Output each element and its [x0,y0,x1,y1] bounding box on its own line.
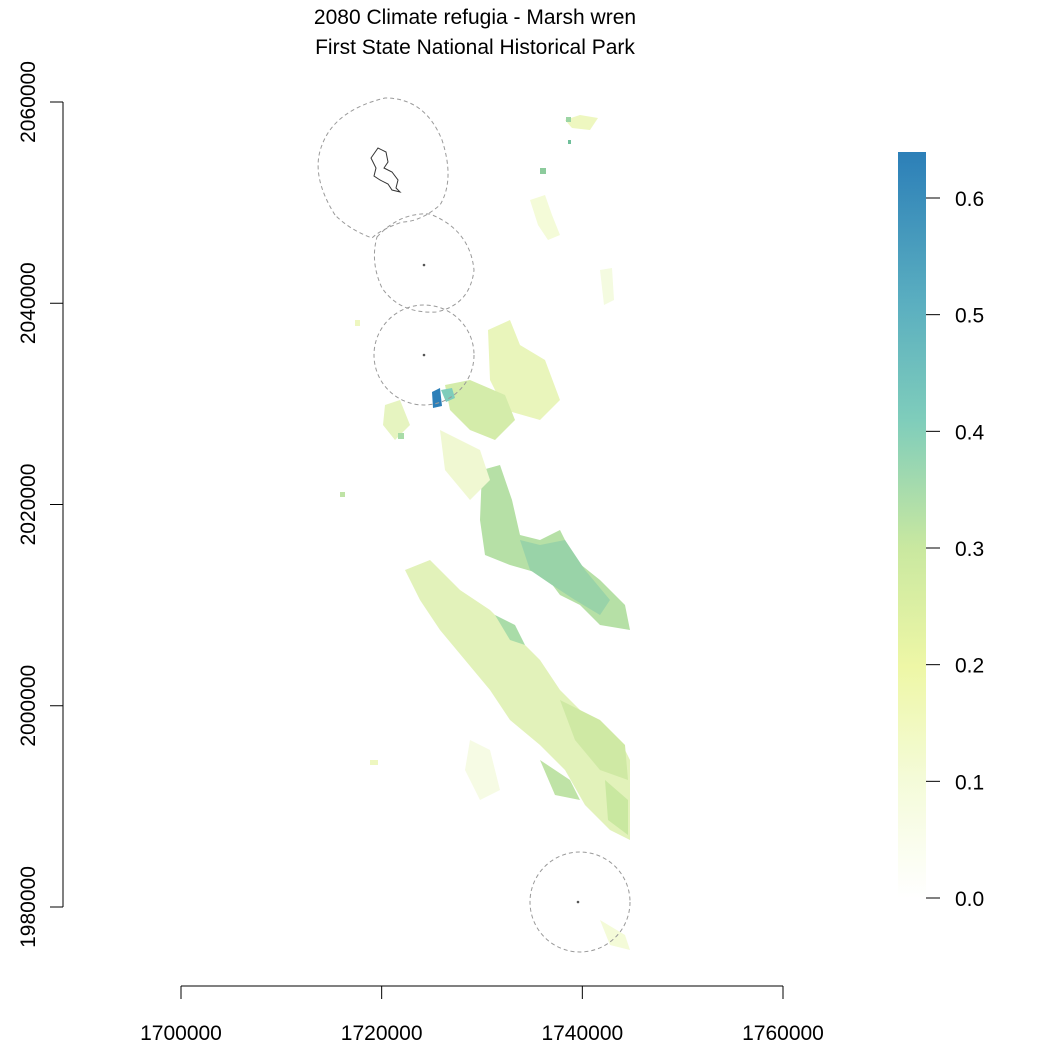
y-tick-label: 2020000 [17,464,40,546]
map-title: 2080 Climate refugia - Marsh wren [313,6,637,29]
buffer-unit-2 [373,213,475,313]
park-point-south [576,900,580,904]
x-tick-label: 1760000 [742,1022,824,1045]
y-axis: 1980000 2000000 2020000 2040000 2060000 [17,61,64,948]
x-tick-label: 1740000 [541,1022,623,1045]
x-tick-label: 1720000 [341,1022,423,1045]
legend-tick-label: 0.2 [955,655,984,678]
legend-tick-label: 0.6 [955,188,984,211]
park-boundary-north [370,147,402,193]
buffer-north [317,97,449,239]
color-legend: 0.0 0.1 0.2 0.3 0.4 0.5 0.6 [898,152,985,911]
y-tick-label: 1980000 [17,866,40,948]
legend-tick-label: 0.5 [955,305,984,328]
y-tick-label: 2060000 [17,61,40,143]
park-point-unit-2 [422,263,426,267]
park-buffers [317,97,631,953]
legend-tick-label: 0.1 [955,771,984,794]
refugia-raster [340,115,630,950]
x-tick-label: 1700000 [140,1022,222,1045]
legend-tick-label: 0.0 [955,888,984,911]
x-axis: 1700000 1720000 1740000 1760000 [140,985,824,1045]
buffer-unit-3 [373,304,475,406]
legend-tick-label: 0.4 [955,421,985,444]
legend-tick-label: 0.3 [955,538,984,561]
park-point-unit-3 [422,353,426,357]
buffer-south [529,851,631,953]
y-tick-label: 2040000 [17,262,40,344]
y-tick-label: 2000000 [17,665,40,747]
legend-color-bar [898,152,926,898]
map-subtitle: First State National Historical Park [315,36,635,59]
